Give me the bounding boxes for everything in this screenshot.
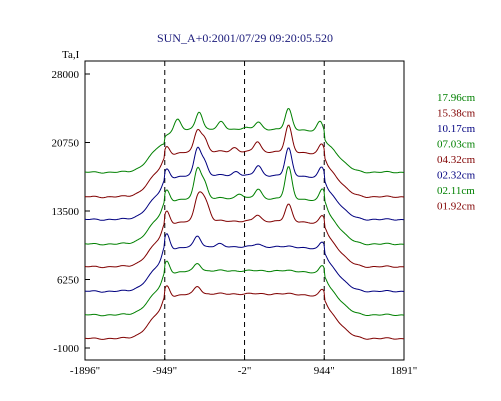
series-line [84, 166, 405, 246]
y-tick-label: -1000 [53, 343, 79, 355]
x-tick-label: -949" [152, 365, 177, 377]
series-line [84, 146, 405, 221]
legend-entry: 07.03cm [437, 139, 476, 151]
y-tick-label: 13500 [52, 206, 80, 218]
chart-title: SUN_A+0:2001/07/29 09:20:05.520 [157, 31, 333, 45]
series-line [84, 191, 405, 269]
x-ticks: -1896" -949" -2" 944" 1891" [70, 355, 417, 377]
legend: 17.96cm 15.38cm 10.17cm 07.03cm 04.32cm 02.32… [437, 92, 476, 213]
legend-entry: 15.38cm [437, 108, 476, 120]
legend-entry: 01.92cm [437, 201, 476, 213]
y-tick-label: 28000 [52, 69, 80, 81]
x-tick-label: 944" [314, 365, 335, 377]
series-line [84, 108, 405, 174]
y-axis-label: Ta,I [62, 49, 80, 61]
legend-entry: 04.32cm [437, 154, 476, 166]
x-tick-label: 1891" [391, 365, 418, 377]
legend-entry: 17.96cm [437, 92, 476, 104]
legend-entry: 02.32cm [437, 170, 476, 182]
x-tick-label: -2" [238, 365, 252, 377]
legend-entry: 10.17cm [437, 123, 476, 135]
series-line [84, 260, 405, 317]
series-lines [84, 108, 405, 340]
series-line [84, 124, 405, 199]
y-ticks: 28000 20750 13500 6250 -1000 [52, 69, 90, 355]
x-tick-label: -1896" [70, 365, 100, 377]
y-tick-label: 6250 [57, 275, 80, 287]
limb-markers [164, 61, 325, 360]
series-line [84, 285, 405, 340]
y-tick-label: 20750 [52, 138, 80, 150]
series-line [84, 233, 405, 293]
legend-entry: 02.11cm [437, 185, 475, 197]
